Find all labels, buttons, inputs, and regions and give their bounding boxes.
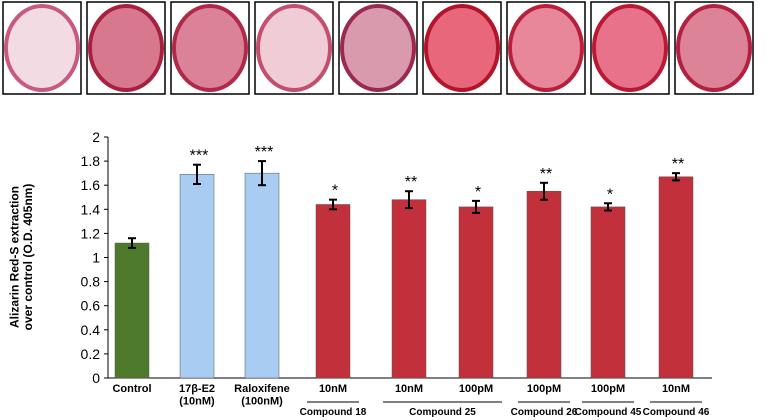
y-tick-label: 1 [92,250,100,266]
x-tick-label: 10nM [319,383,347,395]
y-tick-label: 2 [92,129,100,145]
bar [315,204,351,379]
well [256,4,332,92]
bar [114,242,150,379]
y-tick-label: 0 [92,370,100,386]
significance-label: *** [255,144,274,161]
x-tick-label: 100pM [459,383,493,395]
group-label: Compound 46 [643,407,710,418]
well [592,4,668,92]
x-tick-label: Raloxifene (100nM) [234,383,290,408]
y-tick-label: 1.4 [81,201,101,217]
y-tick-label: 1.8 [81,153,101,169]
well [88,4,164,92]
x-tick-label: 100pM [527,383,561,395]
significance-label: * [332,183,338,200]
x-tick-label: Control [112,383,151,395]
error-bar [258,160,266,187]
significance-label: ** [405,174,417,191]
group-label: Compound 45 [575,407,642,418]
x-tick-label: 10nM [395,383,423,395]
well [424,4,500,92]
bar [179,174,215,379]
bar [526,190,562,379]
well [4,4,80,92]
y-tick-label: 0.6 [81,298,101,314]
error-bar [193,163,201,185]
bar [458,206,494,379]
y-tick-label: 0.2 [81,346,101,362]
well [508,4,584,92]
significance-label: *** [190,148,209,165]
error-bar [604,202,612,212]
y-tick-label: 1.2 [81,225,101,241]
bar [391,199,427,379]
significance-label: ** [672,156,684,173]
y-tick-label: 0.8 [81,274,101,290]
x-tick-label: 10nM [662,383,690,395]
significance-label: ** [540,166,552,183]
y-axis-label: Alizarin Red-S extractionover control (O… [7,184,35,331]
group-label: Compound 18 [300,407,367,418]
group-label: Compound 25 [409,407,476,418]
bar [244,172,280,379]
well [340,4,416,92]
significance-label: * [607,186,613,203]
y-tick-label: 1.6 [81,177,101,193]
error-bar [672,172,680,182]
error-bar [472,199,480,214]
well [172,4,248,92]
well-images [2,1,754,95]
error-bar [128,237,136,249]
y-tick-label: 0.4 [81,322,101,338]
error-bar [540,181,548,201]
x-tick-label: 17β-E2 (10nM) [179,383,215,408]
well [676,4,752,92]
error-bar [405,190,413,210]
error-bar [329,198,337,211]
significance-label: * [475,184,481,201]
bar [590,206,626,379]
x-tick-label: 100pM [591,383,625,395]
group-label: Compound 26 [511,407,578,418]
bar [658,176,694,379]
